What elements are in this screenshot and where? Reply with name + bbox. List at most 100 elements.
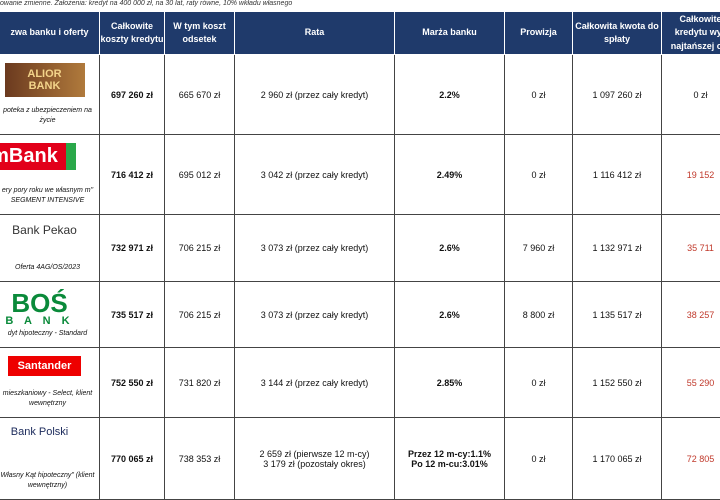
cell-text: 1 135 517 zł (592, 309, 642, 320)
cell: 2.49% (395, 135, 505, 215)
cell: 1 170 065 zł (573, 418, 662, 500)
bank-cell: Bank Polski Własny Kąt hipoteczny" (klien… (0, 418, 100, 500)
offer: Oferta 4AG/OS/2023 (0, 263, 95, 273)
cell-text: Przez 12 m-cy:1.1% (407, 448, 492, 459)
header-text: Rata (304, 27, 325, 38)
note: owanie zmienne. Założenia: kredyt na 400… (0, 0, 293, 7)
cell-text: 770 065 zł (110, 453, 154, 464)
cell-text: 697 260 zł (110, 89, 154, 100)
offer-text: wewnętrzny) (27, 482, 68, 490)
offer-text: Oferta 4AG/OS/2023 (15, 264, 80, 272)
cell: 3 042 zł (przez cały kredyt) (235, 135, 395, 215)
cell-text: 0 zł (531, 169, 546, 180)
logo-text: B A N K (5, 315, 74, 327)
header-text: odsetek (182, 34, 217, 44)
offer: poteka z ubezpieczeniem na życie (0, 106, 95, 126)
offer: dyt hipoteczny - Standard (0, 329, 95, 339)
cell-text: 706 215 zł (178, 309, 221, 320)
cell: 7 960 zł (505, 215, 573, 282)
bank-cell: Bank Pekao Oferta 4AG/OS/2023 (0, 215, 100, 282)
cell: 695 012 zł (165, 135, 235, 215)
cell-text: 3 073 zł (przez cały kredyt) (260, 243, 369, 253)
cell-text: 8 800 zł (522, 309, 555, 320)
cell-text: 2 960 zł (przez cały kredyt) (260, 89, 369, 100)
cell: 706 215 zł (165, 215, 235, 282)
bank-logo: BOŚ B A N K (5, 290, 73, 327)
header-text: kredytu wyż (674, 27, 720, 38)
offer: mieszkaniowy - Select, klient wewnętrzny (0, 389, 95, 409)
cell: 35 711 (662, 215, 720, 282)
header-text: koszty kredytu (100, 34, 164, 44)
offer: ery pory roku we własnym m" SEGMENT INTEN… (0, 186, 95, 206)
offer-text: mieszkaniowy - Select, klient (2, 390, 93, 398)
bank-cell: mBank ery pory roku we własnym m" SEGMENT … (0, 135, 100, 215)
header-text: najtańszej ofe (670, 40, 720, 51)
cell-text: 3 042 zł (przez cały kredyt) (260, 169, 369, 180)
cell-text: 2.49% (436, 169, 463, 180)
offer-text: Własny Kąt hipoteczny" (klient (0, 472, 95, 480)
cell-text: 0 zł (531, 89, 546, 100)
cell: 697 260 zł (100, 55, 165, 135)
cell: 2.6% (395, 282, 505, 348)
cell: 3 073 zł (przez cały kredyt) (235, 215, 395, 282)
cell-text: 695 012 zł (178, 169, 221, 180)
cell: 1 097 260 zł (573, 55, 662, 135)
cell: 38 257 (662, 282, 720, 348)
cell-text: 706 215 zł (178, 243, 221, 253)
cell: 3 144 zł (przez cały kredyt) (235, 348, 395, 418)
logo-text: Santander (17, 360, 72, 372)
bank-logo: Bank Pekao (12, 223, 77, 237)
cell: 0 zł (505, 55, 573, 135)
cell: 706 215 zł (165, 282, 235, 348)
header-cell: Całkowita kwota do spłaty (573, 12, 662, 55)
cell-text: 665 670 zł (178, 89, 221, 100)
cell-text: 731 820 zł (178, 377, 221, 388)
bank-cell: ALIOR BANK poteka z ubezpieczeniem na życi… (0, 55, 100, 135)
cell-text: 2.6% (439, 309, 460, 320)
cell: 1 116 412 zł (573, 135, 662, 215)
offer-text: SEGMENT INTENSIVE (10, 197, 85, 205)
cell-text: 72 805 (686, 453, 715, 464)
logo-text: BOŚ (11, 288, 68, 318)
logo-text: Bank Pekao (12, 223, 77, 237)
cell: 2.2% (395, 55, 505, 135)
cell-text: 2.2% (439, 89, 460, 100)
cell: 1 135 517 zł (573, 282, 662, 348)
cell-text: 55 290 (686, 377, 715, 388)
cell: 665 670 zł (165, 55, 235, 135)
bank-cell: BOŚ B A N K dyt hipoteczny - Standard (0, 282, 100, 348)
cell-text: 0 zł (531, 377, 546, 388)
cell-text: 0 zł (531, 453, 546, 464)
cell: 735 517 zł (100, 282, 165, 348)
cell: 8 800 zł (505, 282, 573, 348)
logo-text: BANK (28, 80, 61, 92)
header-text: Prowizja (520, 27, 557, 38)
cell: 2 960 zł (przez cały kredyt) (235, 55, 395, 135)
cell-text: 3 144 zł (przez cały kredyt) (260, 377, 369, 388)
cell-text: 0 zł (693, 89, 708, 100)
offer-text: dyt hipoteczny - Standard (7, 330, 88, 338)
cell: 770 065 zł (100, 418, 165, 500)
cell: 716 412 zł (100, 135, 165, 215)
header-text: W tym koszt (173, 20, 226, 31)
cell-text: 1 116 412 zł (592, 169, 642, 180)
cell-text: 752 550 zł (110, 377, 154, 388)
header-cell: W tym koszt odsetek (165, 12, 235, 55)
logo-text: ALIOR (27, 67, 62, 80)
cell: 2.85% (395, 348, 505, 418)
cell: 732 971 zł (100, 215, 165, 282)
header-cell: Rata (235, 12, 395, 55)
bank-logo: ALIOR BANK (4, 63, 85, 97)
header-text: Całkowita kwota do (575, 20, 659, 31)
cell-text: 3 179 zł (pozostały okres) (263, 458, 366, 469)
cell: 1 132 971 zł (573, 215, 662, 282)
header-cell: Marża banku (395, 12, 505, 55)
cell-text: 19 152 (686, 169, 715, 180)
cell: 0 zł (505, 135, 573, 215)
cell-text: 2.85% (436, 377, 463, 388)
logo-text: mBank (0, 145, 58, 167)
cell: 55 290 (662, 348, 720, 418)
cell: Przez 12 m-cy:1.1% Po 12 m-cu:3.01% (395, 418, 505, 500)
cell-text: 3 073 zł (przez cały kredyt) (260, 309, 369, 320)
